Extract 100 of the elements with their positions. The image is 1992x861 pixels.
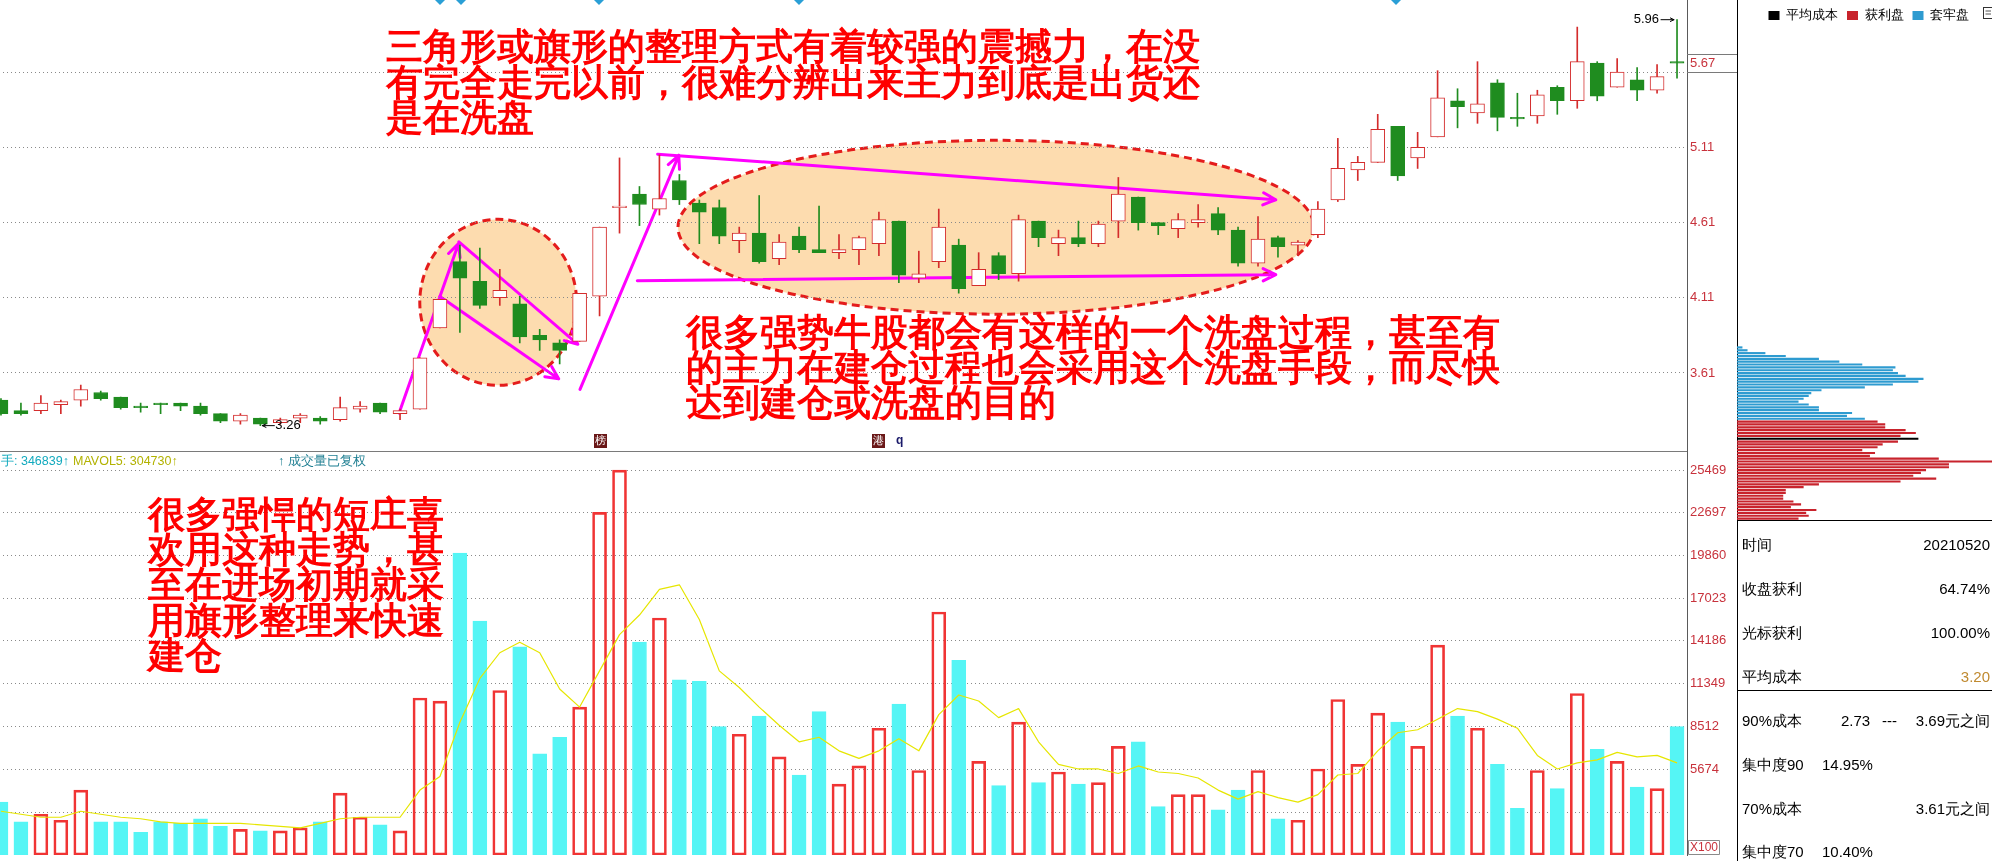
bar [193,818,208,855]
bar [532,753,548,855]
text: 2.73 [1841,711,1871,729]
text: 100.00% [1930,623,1990,641]
bar [253,830,268,855]
legend-label: 平均成本 [1786,6,1838,22]
y-tick-label: 25469 [1690,462,1727,478]
bar [13,821,29,855]
bar [1737,494,1784,497]
bar [1737,477,1937,480]
y-tick-label: 14186 [1690,632,1727,648]
bar [1737,514,1809,517]
annotation: q [896,433,904,448]
bar [1737,417,1865,420]
bar [692,681,707,855]
text: 64.74% [1939,579,1990,597]
bar [1031,782,1046,855]
bar [1737,503,1802,506]
bar [1490,764,1505,855]
bar [1737,508,1817,512]
bar [891,703,907,855]
candlestick [911,250,927,284]
y-tick-label: 19860 [1690,546,1727,562]
candlestick [811,205,827,253]
bar [1737,491,1786,494]
text: 集中度70 [1742,842,1804,860]
bar [1737,406,1819,409]
candlestick [692,199,707,244]
bar [711,726,727,855]
bar [93,821,109,855]
text: 收盘获利 [1742,579,1802,597]
bar [951,659,967,855]
bar [472,620,488,855]
bar [1390,721,1406,855]
bar [312,821,328,855]
annotation: 三角形或旗形的整理方式有着较强的震撼力，在没有完全走完以前，很难分辨出来主力到底是出货还是在洗盘 [385,25,1200,140]
bar [1071,783,1086,855]
candlestick [492,268,508,306]
bar [672,679,687,855]
text: 3.61元之间 [1915,799,1990,817]
text: 20210520 [1923,535,1990,553]
bar [1737,440,1898,443]
text: 14.95% [1822,755,1873,773]
bar [991,785,1006,855]
bar [1230,789,1246,855]
candlestick [831,234,847,260]
candlestick [1190,204,1206,228]
legend-label: 获利盘 [1864,6,1904,22]
text: --- [1882,711,1897,729]
bar [213,825,228,855]
annotation: 港 [873,433,884,447]
bar [1669,726,1685,855]
bar [791,774,807,855]
text: 10.40% [1822,842,1873,860]
bar [1737,466,1949,469]
bar [153,821,168,855]
bar [1737,423,1886,426]
annotation: 5.96 [1633,11,1659,27]
bar [1629,786,1645,855]
annotation: 很多强悍的短庄喜欢用这种走势，甚至在进场初期就采用旗形整理来快速建仓 [146,492,444,677]
bar [133,832,148,855]
annotation: 很多强势牛股都会有这样的一个洗盘过程，甚至有的主力在建仓过程也会采用这个洗盘手段，而尽快达到建仓或洗盘的目的 [685,311,1501,424]
bar [1737,451,1876,455]
y-tick-label: 8512 [1690,718,1719,734]
text: 时间 [1742,535,1772,553]
legend-label: 套牢盘 [1930,6,1969,22]
annotation: 3.26 [275,417,301,433]
y-tick-label: 4.11 [1690,289,1715,305]
bar [452,552,468,855]
y-tick-label: 11349 [1690,675,1726,691]
y-tick-label: 5674 [1690,760,1719,776]
text: 70%成本 [1742,799,1803,817]
bar [1737,460,1992,463]
bar [1737,411,1853,415]
y-tick-label: 5.11 [1690,138,1715,154]
bar [552,736,567,855]
bar [751,715,767,855]
y-tick-label: 5.67 [1690,54,1716,70]
candlestick [452,244,468,333]
bar [173,822,188,855]
y-tick-label: 3.61 [1690,364,1716,380]
bar [1270,818,1286,855]
y-tick-label: 22697 [1690,504,1727,519]
y-axis-title: X100 [1689,840,1719,855]
bar [512,646,528,855]
text: 3.69元之间 [1915,711,1990,729]
bar [1737,380,1919,383]
bar [1510,807,1525,855]
text: 90%成本 [1742,711,1803,729]
y-tick-label: 4.61 [1690,214,1716,230]
bar [632,641,647,855]
text: 集中度90 [1742,755,1804,773]
bar [1150,806,1166,855]
text: 光标获利 [1742,623,1802,641]
bar [1589,749,1605,855]
bar [372,824,388,855]
bar [1737,394,1809,397]
y-tick-label: 17023 [1690,589,1727,605]
annotation: MAVOL5: 304730↑ [73,454,178,469]
bar [1210,809,1226,855]
